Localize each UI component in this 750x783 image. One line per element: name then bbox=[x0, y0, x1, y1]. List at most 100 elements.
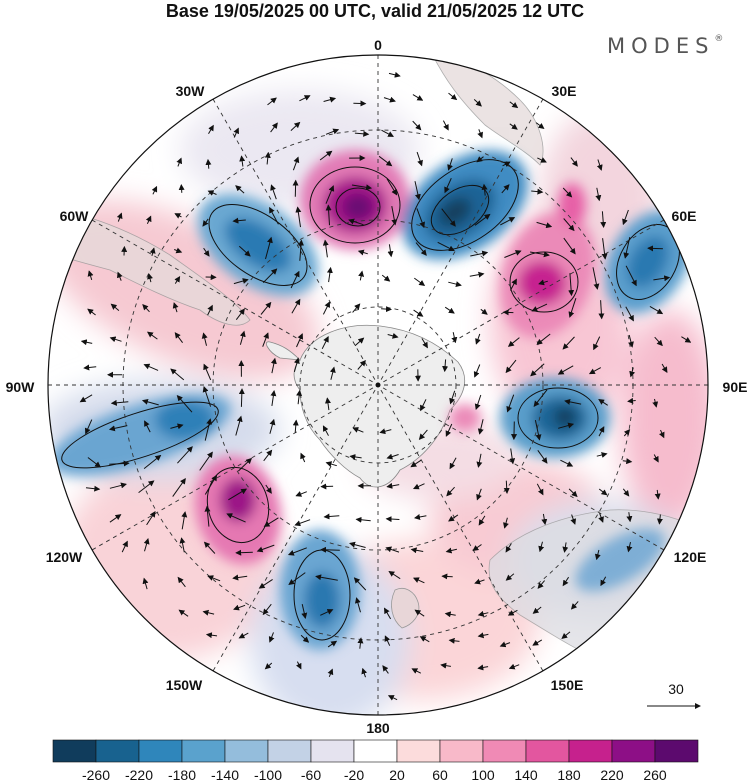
positive-anomaly-core bbox=[449, 404, 481, 432]
wind-arrow bbox=[440, 662, 451, 669]
wind-arrow bbox=[477, 632, 489, 639]
wind-arrow bbox=[295, 661, 302, 670]
colorbar-swatch bbox=[310, 739, 355, 763]
wind-arrow bbox=[288, 572, 306, 585]
wind-arrow bbox=[531, 188, 544, 195]
wind-arrow bbox=[174, 247, 183, 254]
wind-arrow bbox=[446, 486, 455, 497]
wind-arrow bbox=[262, 268, 278, 284]
wind-arrow bbox=[411, 668, 422, 674]
wind-arrow bbox=[601, 238, 608, 260]
wind-arrow bbox=[531, 303, 548, 312]
colorbar-swatch bbox=[353, 739, 398, 763]
wind-arrow bbox=[172, 477, 186, 497]
wind-arrow bbox=[174, 213, 182, 219]
colorbar-label: -140 bbox=[211, 767, 239, 783]
wind-arrow bbox=[233, 604, 246, 611]
wind-arrow bbox=[626, 512, 633, 523]
wind-arrow bbox=[142, 577, 149, 590]
wind-arrow bbox=[87, 270, 94, 281]
antarctic-peninsula bbox=[266, 341, 302, 361]
wind-arrow bbox=[320, 546, 340, 553]
wind-arrow bbox=[325, 204, 332, 226]
wind-arrow bbox=[449, 457, 457, 470]
wind-arrow bbox=[207, 575, 221, 582]
wind-arrow bbox=[143, 454, 162, 469]
wind-arrow bbox=[264, 151, 271, 165]
wind-arrow bbox=[329, 366, 336, 380]
wind-arrow bbox=[385, 516, 400, 523]
wind-arrow bbox=[418, 429, 428, 440]
wind-arrow bbox=[598, 399, 608, 406]
wind-arrow bbox=[536, 483, 544, 496]
wind-arrow bbox=[233, 278, 249, 285]
wind-arrow bbox=[315, 574, 338, 581]
wind-arrow bbox=[570, 601, 579, 610]
wind-arrow bbox=[178, 609, 189, 617]
wind-arrow bbox=[536, 333, 551, 345]
wind-arrow bbox=[146, 511, 156, 526]
wind-arrow bbox=[441, 573, 453, 580]
wind-arrow bbox=[143, 363, 159, 371]
wind-arrow bbox=[301, 603, 308, 619]
wind-arrow bbox=[320, 609, 334, 616]
longitude-label-0: 0 bbox=[374, 37, 382, 53]
wind-arrow bbox=[354, 130, 370, 137]
wind-arrow bbox=[357, 637, 364, 649]
wind-arrow bbox=[324, 397, 331, 411]
negative-anomaly-core bbox=[224, 217, 292, 273]
negative-anomaly-core bbox=[155, 400, 215, 440]
wind-arrow bbox=[269, 418, 276, 434]
wind-arrow bbox=[478, 515, 486, 526]
wind-arrow bbox=[596, 159, 603, 171]
wind-arrow bbox=[262, 332, 269, 347]
wind-arrow bbox=[354, 597, 361, 613]
wind-arrow bbox=[441, 208, 456, 227]
wind-arrow bbox=[652, 398, 659, 408]
wind-arrow bbox=[298, 239, 304, 261]
wind-arrow bbox=[199, 451, 213, 471]
colorbar-swatch bbox=[95, 739, 140, 763]
wind-arrow bbox=[387, 244, 394, 258]
wind-arrow bbox=[469, 271, 485, 278]
wind-arrow bbox=[349, 454, 362, 460]
wind-arrow bbox=[84, 419, 93, 435]
wind-arrow bbox=[142, 303, 150, 313]
wind-arrow bbox=[109, 482, 127, 489]
longitude-label-60e: 60E bbox=[672, 208, 697, 224]
reference-vector-value: 30 bbox=[668, 681, 684, 697]
wind-arrow bbox=[538, 541, 545, 553]
wind-arrow bbox=[384, 635, 391, 646]
wind-arrow bbox=[237, 457, 253, 472]
wind-arrow bbox=[538, 279, 548, 286]
positive-anomaly-core bbox=[342, 193, 374, 221]
wind-arrow bbox=[287, 547, 307, 556]
wind-arrow bbox=[415, 242, 427, 256]
wind-arrow bbox=[203, 247, 210, 257]
anomaly-cores bbox=[49, 150, 691, 650]
wind-arrow bbox=[560, 459, 574, 467]
wind-arrow bbox=[412, 577, 425, 584]
wind-arrow bbox=[265, 484, 272, 494]
wind-arrow bbox=[473, 364, 481, 378]
wind-arrow bbox=[361, 667, 368, 678]
wind-arrow bbox=[290, 270, 300, 289]
wind-arrow bbox=[472, 544, 482, 551]
wind-arrow bbox=[207, 304, 213, 316]
wind-arrow bbox=[292, 156, 300, 171]
wind-arrow bbox=[600, 576, 607, 587]
wind-arrow bbox=[260, 301, 272, 315]
colorbar-swatch bbox=[654, 739, 699, 763]
wind-arrow bbox=[262, 603, 272, 616]
wind-arrow bbox=[270, 122, 278, 133]
wind-arrow bbox=[530, 251, 550, 258]
wind-arrow bbox=[322, 239, 329, 258]
wind-arrow bbox=[381, 274, 391, 282]
wind-arrow bbox=[661, 363, 668, 373]
wind-arrow bbox=[477, 610, 489, 617]
wind-arrow bbox=[410, 459, 422, 468]
wind-arrow bbox=[557, 365, 574, 375]
wind-arrow bbox=[294, 519, 311, 527]
wind-arrow bbox=[628, 334, 634, 348]
